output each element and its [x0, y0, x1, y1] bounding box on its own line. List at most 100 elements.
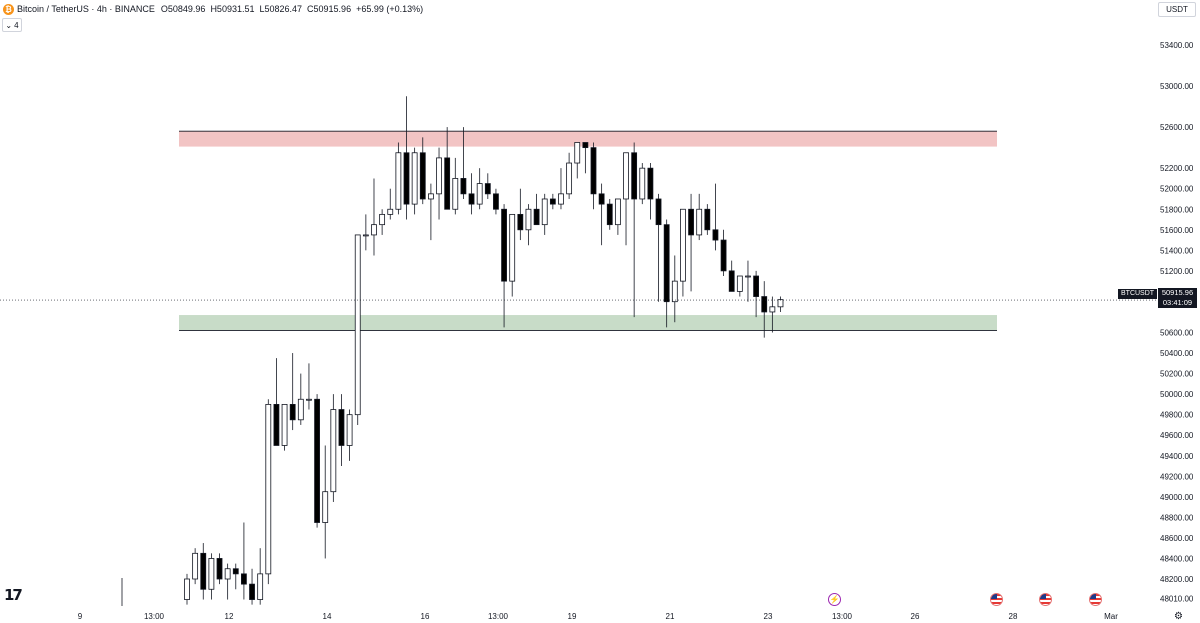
candle	[436, 147, 442, 220]
candle	[606, 198, 613, 230]
candle-body	[680, 208, 686, 282]
candle-body	[419, 152, 426, 200]
candle-body	[525, 208, 532, 231]
candle-body	[411, 152, 418, 205]
candle-body	[460, 178, 467, 195]
candle	[476, 168, 483, 210]
candle-body	[639, 167, 646, 200]
lightning-icon[interactable]: ⚡	[828, 593, 841, 606]
candle-body	[306, 398, 312, 401]
y-tick-label: 50400.00	[1160, 349, 1194, 358]
us-flag-icon[interactable]	[1089, 593, 1102, 606]
candle-body	[517, 213, 524, 231]
candle	[566, 152, 573, 199]
candle-body	[444, 157, 451, 210]
candle	[549, 193, 556, 210]
x-tick-label: 21	[666, 612, 675, 621]
candle	[289, 353, 296, 431]
candle	[265, 399, 272, 585]
x-tick-label: 19	[568, 612, 577, 621]
time-axis: 9 13:00 12 14 16 13:00 19 21 23 13:00 26 28 Mar	[78, 612, 1118, 621]
candle-body	[712, 229, 719, 241]
tradingview-logo-icon[interactable]: 17	[4, 586, 23, 604]
candle	[517, 188, 524, 241]
candle-body	[655, 198, 662, 226]
indicators-toggle[interactable]: ⌄ 4	[2, 18, 22, 32]
candle-body	[541, 198, 548, 226]
candle	[330, 394, 337, 502]
candle-body	[590, 147, 597, 195]
candle-body	[582, 142, 589, 149]
high-value: H50931.51	[210, 4, 255, 14]
candle-body	[281, 403, 288, 446]
candle	[354, 234, 361, 425]
candle	[680, 208, 686, 297]
candle	[509, 213, 516, 297]
candle	[427, 183, 434, 241]
candle-body	[249, 583, 255, 600]
y-tick-label: 53000.00	[1160, 82, 1194, 91]
chevron-down-icon: ⌄	[5, 20, 13, 30]
y-tick-label: 48600.00	[1160, 534, 1194, 543]
us-flag-icon[interactable]	[990, 593, 1003, 606]
candle-body	[379, 213, 386, 226]
candle-body	[354, 234, 361, 416]
x-tick-label: 13:00	[488, 612, 509, 621]
candle	[484, 173, 491, 199]
candle-body	[761, 296, 768, 313]
x-tick-label: 16	[421, 612, 430, 621]
y-tick-label: 50600.00	[1160, 329, 1194, 338]
candle-body	[574, 142, 581, 164]
y-tick-label: 52600.00	[1160, 123, 1194, 132]
candle	[362, 214, 369, 251]
candle	[745, 260, 751, 302]
candle	[501, 204, 507, 328]
y-tick-label: 48400.00	[1160, 554, 1194, 563]
x-tick-label: 13:00	[144, 612, 165, 621]
candle	[452, 157, 459, 215]
candle	[720, 229, 727, 277]
candle-body	[338, 409, 345, 446]
candle-body	[663, 224, 670, 303]
y-tick-label: 52000.00	[1160, 185, 1194, 194]
us-flag-icon[interactable]	[1039, 593, 1052, 606]
candle-body	[777, 299, 784, 308]
candle-body	[241, 573, 247, 585]
candle	[598, 183, 605, 246]
candle-body	[289, 403, 296, 421]
y-tick-label: 51800.00	[1160, 205, 1194, 214]
resistance-zone	[179, 131, 997, 147]
candle	[704, 204, 711, 235]
y-tick-label: 48010.00	[1160, 595, 1194, 604]
candle-body	[452, 178, 459, 210]
candle	[590, 142, 597, 210]
y-tick-label: 50000.00	[1160, 390, 1194, 399]
candle-body	[371, 224, 377, 236]
support-zone	[179, 315, 997, 331]
candle	[371, 178, 377, 256]
currency-button[interactable]: USDT	[1158, 2, 1196, 17]
candle-body	[395, 152, 402, 210]
candle-body	[696, 208, 703, 236]
candle	[249, 568, 255, 605]
candle-body	[330, 409, 337, 493]
symbol-title[interactable]: Bitcoin / TetherUS · 4h · BINANCE	[17, 4, 155, 14]
candle	[306, 363, 312, 410]
candle	[411, 147, 418, 215]
x-tick-label: 26	[911, 612, 920, 621]
candle	[533, 193, 540, 226]
gear-icon[interactable]: ⚙	[1174, 611, 1183, 622]
indicator-count: 4	[14, 20, 19, 30]
candle	[639, 163, 646, 205]
candle	[574, 142, 581, 179]
candle	[403, 96, 410, 220]
candle-body	[468, 193, 475, 205]
candle	[558, 168, 564, 210]
candle	[216, 553, 223, 585]
candle-body	[208, 558, 215, 590]
candle	[468, 173, 475, 215]
x-tick-label: 14	[323, 612, 332, 621]
candle	[623, 152, 629, 246]
bar-countdown: 03:41:09	[1162, 298, 1193, 307]
